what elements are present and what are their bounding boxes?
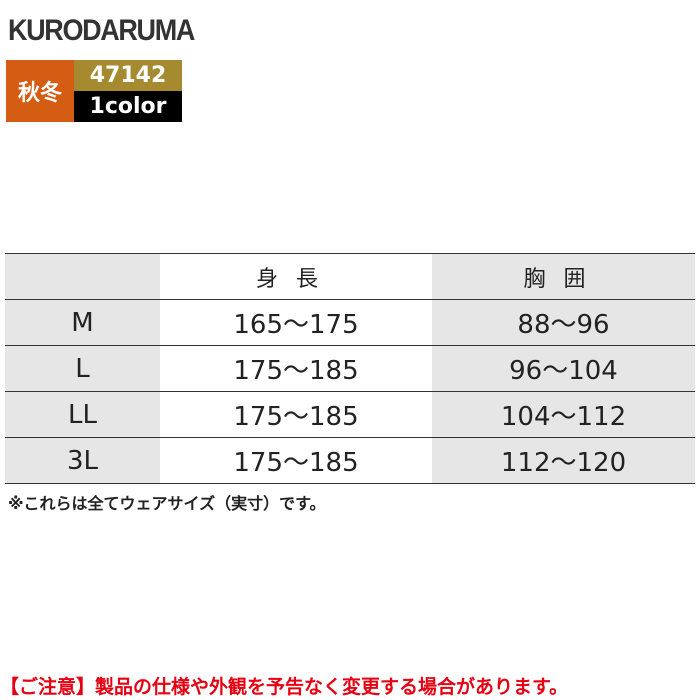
table-row: LL 175〜185 104〜112: [5, 391, 695, 438]
size-cell: M: [5, 299, 160, 346]
season-badge: 秋冬: [6, 60, 74, 122]
chest-cell: 96〜104: [432, 345, 695, 392]
product-code-badge: 47142: [74, 60, 182, 91]
chest-cell: 104〜112: [432, 391, 695, 438]
header-height: 身長: [160, 253, 432, 300]
chest-cell: 88〜96: [432, 299, 695, 346]
chest-cell: 112〜120: [432, 437, 695, 484]
height-cell: 175〜185: [160, 391, 432, 438]
size-cell: LL: [5, 391, 160, 438]
color-count-badge: 1color: [74, 91, 182, 122]
size-table: 身長 胸囲 M 165〜175 88〜96 L 175〜185 96〜104 L…: [5, 253, 695, 484]
brand-logo: KURODARUMA: [8, 14, 195, 47]
table-row: 3L 175〜185 112〜120: [5, 437, 695, 484]
table-header-row: 身長 胸囲: [5, 253, 695, 300]
height-cell: 165〜175: [160, 299, 432, 346]
size-cell: L: [5, 345, 160, 392]
table-row: M 165〜175 88〜96: [5, 299, 695, 346]
header-size: [5, 253, 160, 300]
caution-text: 【ご注意】製品の仕様や外観を予告なく変更する場合があります。: [0, 676, 569, 698]
size-note: ※これらは全てウェアサイズ（実寸）です。: [8, 494, 326, 513]
header-chest: 胸囲: [432, 253, 695, 300]
height-cell: 175〜185: [160, 345, 432, 392]
table-row: L 175〜185 96〜104: [5, 345, 695, 392]
size-cell: 3L: [5, 437, 160, 484]
height-cell: 175〜185: [160, 437, 432, 484]
